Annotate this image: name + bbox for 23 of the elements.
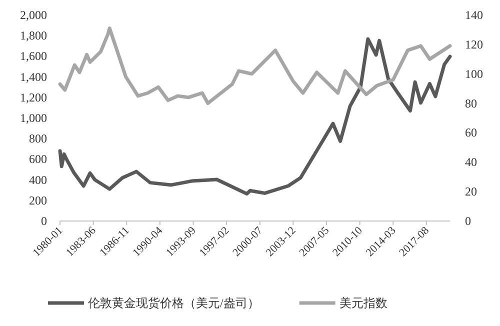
y2-tick-label: 120	[465, 37, 483, 52]
y2-tick-label: 100	[465, 66, 483, 81]
y2-tick-label: 60	[465, 126, 477, 140]
line-series	[58, 37, 452, 196]
y2-tick-label: 20	[465, 184, 477, 199]
y-tick-label: 1,200	[20, 90, 47, 104]
legend-label: 美元指数	[339, 296, 388, 310]
y-tick-label: 0	[41, 214, 47, 228]
legend-label: 伦敦黄金现货价格（美元/盎司）	[88, 296, 260, 310]
y2-tick-label: 40	[465, 155, 477, 170]
y-tick-label: 1,000	[20, 111, 47, 125]
y-tick-label: 200	[29, 193, 47, 208]
line-series	[58, 26, 452, 106]
y-tick-label: 1,400	[20, 70, 47, 84]
y-tick-label: 1,600	[20, 49, 47, 64]
y2-tick-label: 0	[465, 214, 471, 228]
y-tick-label: 800	[29, 132, 47, 146]
y-tick-label: 600	[29, 152, 47, 166]
y2-tick-label: 80	[465, 96, 477, 110]
y-tick-label: 2,000	[20, 8, 47, 22]
y-tick-label: 400	[29, 172, 47, 187]
y2-tick-label: 140	[465, 8, 483, 22]
y-tick-label: 1,800	[20, 28, 47, 43]
